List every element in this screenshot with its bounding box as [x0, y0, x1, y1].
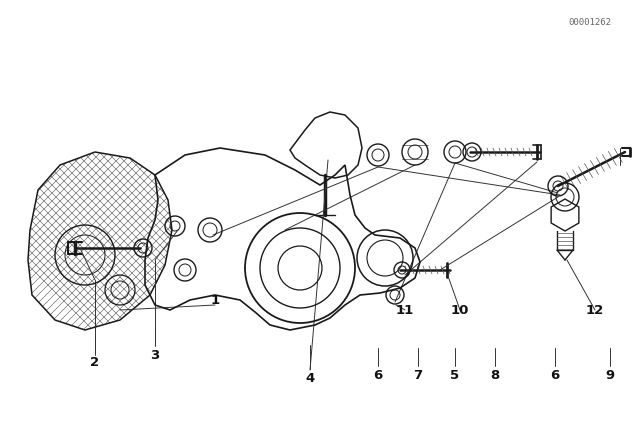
Text: 4: 4	[305, 371, 315, 384]
Text: 1: 1	[211, 293, 220, 306]
Text: 9: 9	[605, 369, 614, 382]
Text: 11: 11	[396, 303, 414, 316]
Text: 3: 3	[150, 349, 159, 362]
Text: 6: 6	[550, 369, 559, 382]
Text: 5: 5	[451, 369, 460, 382]
Text: 7: 7	[413, 369, 422, 382]
Text: 6: 6	[373, 369, 383, 382]
Text: 2: 2	[90, 356, 100, 369]
Text: 10: 10	[451, 303, 469, 316]
Text: 00001262: 00001262	[568, 17, 611, 26]
Text: 8: 8	[490, 369, 500, 382]
Text: 12: 12	[586, 303, 604, 316]
